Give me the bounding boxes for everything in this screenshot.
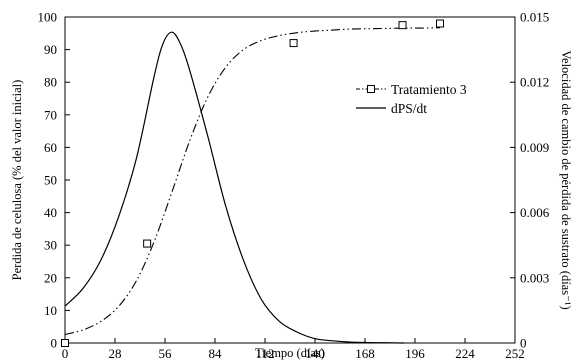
- data-point-marker: [61, 339, 69, 347]
- legend-marker-tratamiento-3: [367, 85, 375, 93]
- x-tick-label: 168: [355, 346, 375, 360]
- x-tick-label: 112: [255, 346, 274, 360]
- y-right-tick-label: 0: [520, 336, 527, 351]
- data-point-marker: [289, 39, 298, 48]
- y-left-tick-label: 90: [44, 42, 57, 57]
- x-tick-label: 224: [455, 346, 475, 360]
- x-axis-ticks: 0 28 56 84 112 140 168 196 224 252: [62, 338, 525, 360]
- y-left-tick-label: 10: [44, 303, 57, 318]
- y-left-tick-label: 20: [44, 270, 57, 285]
- data-point-marker: [143, 239, 152, 248]
- x-tick-label: 56: [159, 346, 173, 360]
- y-left-tick-label: 80: [44, 75, 57, 90]
- y-left-tick-label: 40: [44, 205, 57, 220]
- y-left-tick-label: 100: [38, 10, 58, 25]
- data-point-marker: [398, 21, 407, 30]
- plot-frame: [64, 16, 516, 344]
- x-tick-label: 0: [62, 346, 69, 360]
- y-right-tick-label: 0.012: [520, 75, 549, 90]
- y-right-tick-label: 0.003: [520, 270, 549, 285]
- x-tick-label: 196: [405, 346, 425, 360]
- y-right-tick-label: 0.009: [520, 140, 549, 155]
- y-right-axis-title: Velocidad de cambio de pérdida de sustra…: [559, 50, 573, 309]
- y-right-tick-label: 0.006: [520, 205, 550, 220]
- series-tratamiento-3-line: [64, 27, 441, 336]
- x-tick-label: 84: [209, 346, 223, 360]
- y-left-tick-label: 0: [51, 336, 58, 351]
- legend-label-tratamiento-3: Tratamiento 3: [391, 82, 467, 97]
- x-tick-label: 252: [505, 346, 525, 360]
- y-left-tick-label: 60: [44, 140, 57, 155]
- series-tratamiento-3-markers: [61, 19, 444, 347]
- y-left-axis-title: Perdida de celulosa (% del valor inicial…: [10, 80, 24, 281]
- y-right-axis-ticks: 0 0.003 0.006 0.009 0.012 0.015: [510, 10, 550, 351]
- y-left-tick-label: 70: [44, 107, 57, 122]
- x-tick-label: 28: [109, 346, 122, 360]
- y-left-axis-ticks: 0 10 20 30 40 50 60 70 80 90 100: [38, 10, 70, 351]
- series-dpsdt-line: [64, 31, 405, 344]
- x-tick-label: 140: [305, 346, 325, 360]
- y-left-tick-label: 50: [44, 173, 57, 188]
- y-left-tick-label: 30: [44, 238, 57, 253]
- legend-label-dpsdt: dPS/dt: [391, 101, 427, 116]
- x-axis-title: Tiempo (días): [255, 346, 325, 360]
- data-point-marker: [436, 19, 444, 28]
- legend: Tratamiento 3 dPS/dt: [356, 82, 467, 116]
- y-right-tick-label: 0.015: [520, 10, 549, 25]
